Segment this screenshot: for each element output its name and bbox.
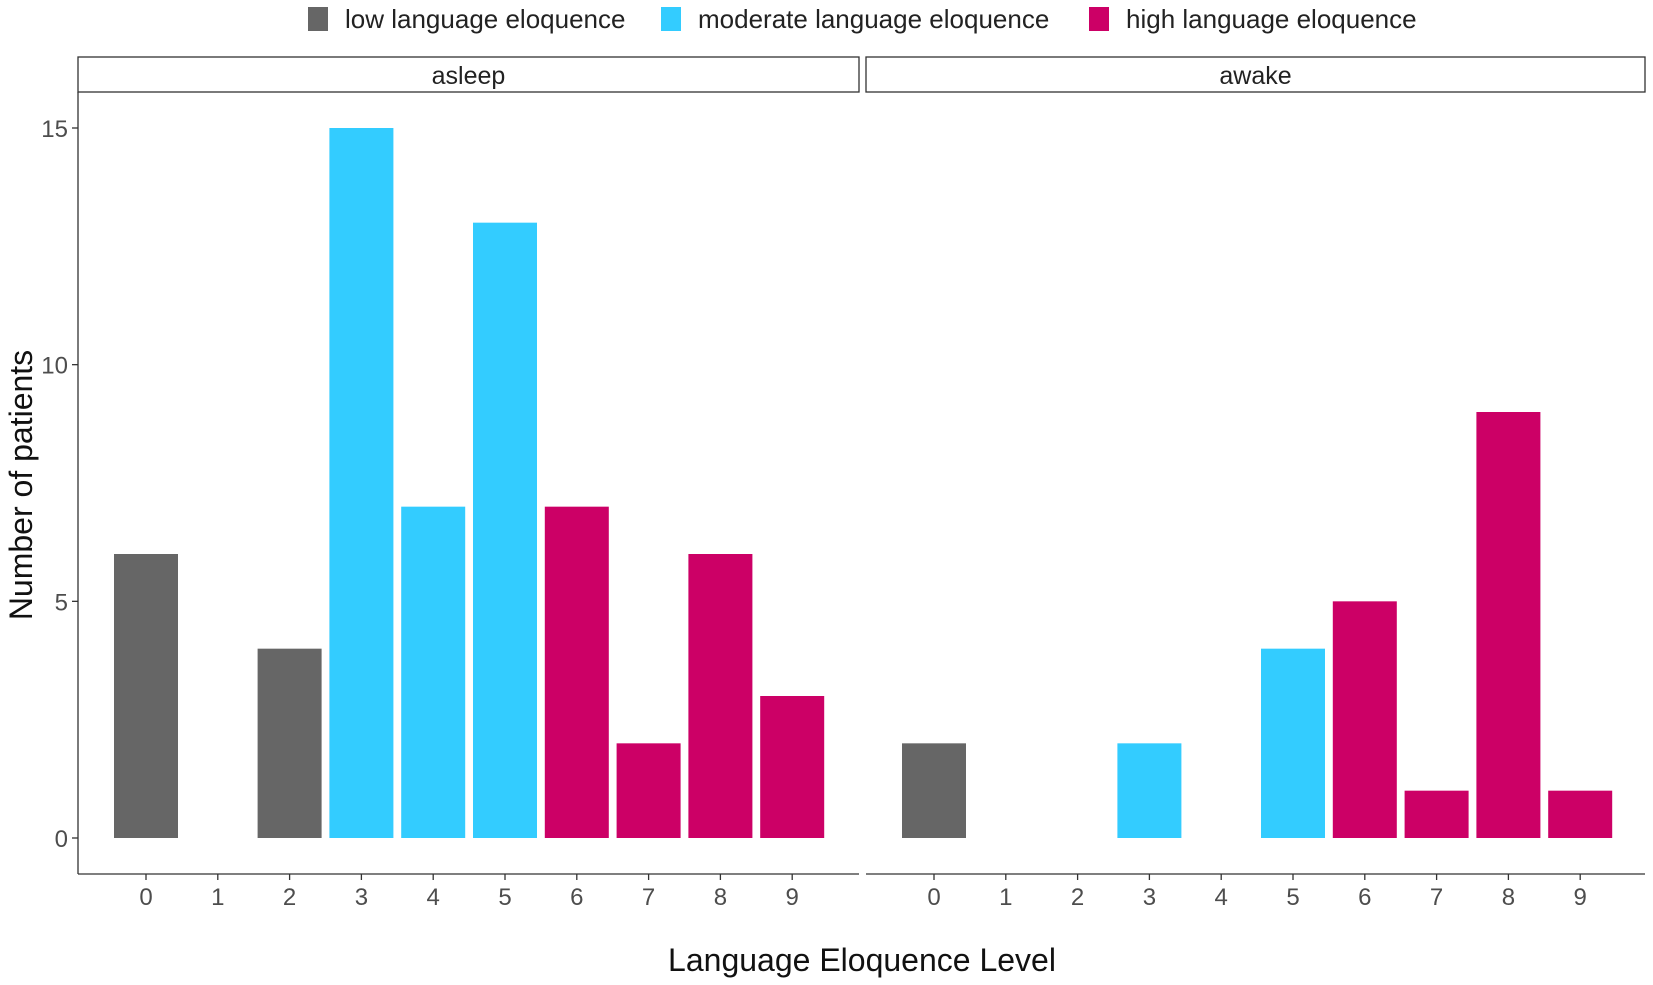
x-tick-label: 0 <box>139 884 152 911</box>
facet-awake: awake 0 1 2 3 4 5 6 7 8 9 <box>865 56 1646 911</box>
bar-asleep-level-5 <box>473 222 537 838</box>
bar-asleep-level-3 <box>329 128 394 838</box>
x-tick-label: 9 <box>1574 884 1587 911</box>
x-tick-label: 0 <box>927 884 940 911</box>
y-axis-title: Number of patients <box>3 350 39 620</box>
bar-asleep-level-7 <box>616 743 681 838</box>
x-tick-label: 5 <box>498 884 511 911</box>
x-tick-label: 6 <box>1358 884 1371 911</box>
y-tick-label: 15 <box>41 116 68 143</box>
x-tick-label: 5 <box>1286 884 1299 911</box>
facet-strip-label: awake <box>1219 62 1291 90</box>
legend-key-1 <box>661 7 681 31</box>
bar-awake-level-3 <box>1117 743 1182 838</box>
legend-label-2: high language eloquence <box>1126 4 1417 34</box>
legend: low language eloquence moderate language … <box>308 4 1417 34</box>
bar-asleep-level-8 <box>688 554 753 838</box>
facet-panels: asleep 0 1 2 3 4 5 6 7 8 9 0 5 10 15 awake 0 1 2 3 4 5 6 7 8 9 <box>41 56 1646 911</box>
facet-strip <box>865 56 1646 93</box>
bar-asleep-level-9 <box>760 696 825 838</box>
bar-asleep-level-0 <box>114 554 178 838</box>
y-tick-label: 10 <box>41 353 68 380</box>
bar-awake-level-5 <box>1261 648 1325 838</box>
x-tick-label: 7 <box>642 884 655 911</box>
facet-strip-label: asleep <box>432 62 506 90</box>
legend-label-1: moderate language eloquence <box>698 4 1049 34</box>
x-tick-label: 7 <box>1430 884 1443 911</box>
x-tick-label: 2 <box>283 884 296 911</box>
bar-asleep-level-4 <box>401 506 466 838</box>
x-tick-label: 6 <box>570 884 583 911</box>
x-tick-label: 9 <box>786 884 799 911</box>
x-tick-label: 8 <box>1502 884 1515 911</box>
legend-label-0: low language eloquence <box>345 4 625 34</box>
y-tick-label: 0 <box>55 826 68 853</box>
x-tick-label: 2 <box>1071 884 1084 911</box>
x-tick-label: 4 <box>1215 884 1228 911</box>
x-axis-title: Language Eloquence Level <box>668 942 1056 978</box>
x-tick-label: 8 <box>714 884 727 911</box>
legend-key-2 <box>1089 7 1109 31</box>
bar-awake-level-0 <box>902 743 966 838</box>
bar-asleep-level-6 <box>544 506 609 838</box>
bar-awake-level-8 <box>1476 412 1541 838</box>
x-tick-label: 3 <box>1143 884 1156 911</box>
facet-strip <box>77 56 860 93</box>
bar-awake-level-9 <box>1548 790 1613 838</box>
x-tick-label: 1 <box>999 884 1012 911</box>
x-tick-label: 1 <box>211 884 224 911</box>
y-tick-label: 5 <box>55 589 68 616</box>
bar-awake-level-7 <box>1404 790 1469 838</box>
x-tick-label: 3 <box>355 884 368 911</box>
bar-asleep-level-2 <box>257 648 322 838</box>
facet-asleep: asleep 0 1 2 3 4 5 6 7 8 9 0 5 10 15 <box>41 56 860 911</box>
x-tick-label: 4 <box>427 884 440 911</box>
legend-key-0 <box>308 7 328 31</box>
bar-awake-level-6 <box>1332 601 1397 838</box>
